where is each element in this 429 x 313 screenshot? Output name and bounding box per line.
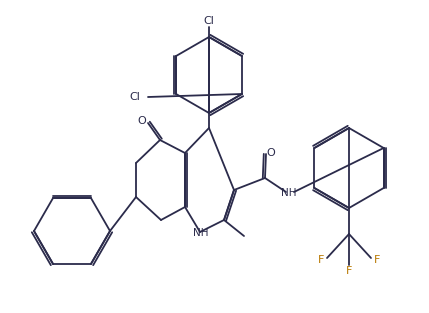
Text: F: F — [318, 255, 324, 265]
Text: NH: NH — [281, 188, 297, 198]
Text: F: F — [374, 255, 380, 265]
Text: Cl: Cl — [129, 92, 140, 102]
Text: O: O — [267, 148, 275, 158]
Text: Cl: Cl — [204, 16, 214, 26]
Text: NH: NH — [193, 228, 209, 238]
Text: F: F — [346, 266, 352, 276]
Text: O: O — [138, 116, 146, 126]
